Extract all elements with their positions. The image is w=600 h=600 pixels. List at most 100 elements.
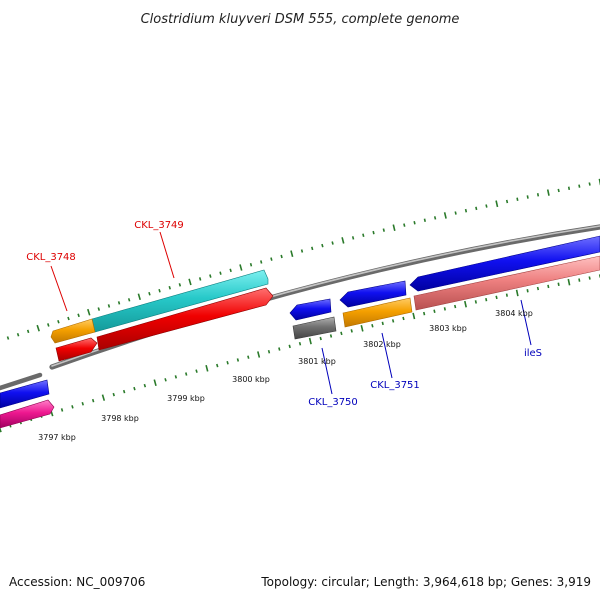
gene-label-ckl-3749[interactable]: CKL_3749: [134, 220, 184, 231]
outer-scale-tick: [516, 197, 519, 201]
gene-label-ckl-3750[interactable]: CKL_3750: [308, 397, 358, 408]
outer-scale-tick: [188, 278, 192, 286]
outer-scale-tick: [372, 230, 375, 235]
outer-scale-tick: [495, 200, 499, 208]
outer-scale-tick: [341, 237, 345, 244]
outer-scale-tick: [127, 298, 131, 302]
inner-scale-tick: [443, 307, 446, 311]
inner-scale-tick: [319, 336, 322, 341]
scale-label: 3801 kbp: [298, 357, 336, 366]
scale-label: 3797 kbp: [38, 433, 76, 442]
inner-scale-tick: [205, 365, 209, 372]
inner-scale-tick: [278, 347, 281, 351]
outer-scale-tick: [351, 236, 355, 240]
inner-scale-tick: [381, 321, 384, 326]
outer-scale-tick: [290, 250, 294, 257]
inner-scale-tick: [236, 358, 240, 362]
inner-scale-tick: [101, 394, 106, 401]
inner-scale-tick: [495, 295, 498, 300]
iles-leader-line: [520, 299, 532, 346]
ckl-3748-leader-line: [50, 265, 68, 312]
outer-scale-tick: [168, 285, 171, 290]
inner-scale-tick: [402, 316, 405, 321]
gene-ckl-3750-blue-arrow[interactable]: [289, 298, 332, 321]
gene-ckl-3751-orange-block[interactable]: [342, 297, 413, 328]
outer-scale-tick: [311, 246, 314, 251]
inner-scale-tick: [536, 286, 540, 291]
outer-scale-tick: [485, 204, 488, 208]
inner-scale-ticks: [0, 274, 600, 433]
outer-scale-tick: [219, 271, 222, 275]
inner-scale-tick: [174, 375, 178, 379]
outer-scale-tick: [239, 264, 243, 271]
outer-scale-tick: [578, 184, 581, 188]
inner-scale-tick: [216, 363, 219, 368]
outer-scale-tick: [475, 206, 478, 211]
inner-scale-tick: [267, 350, 271, 354]
accession-text: Accession: NC_009706: [9, 575, 145, 589]
outer-scale-tick: [588, 182, 591, 186]
outer-scale-tick: [546, 189, 550, 196]
inner-scale-tick: [308, 337, 312, 345]
inner-scale-tick: [391, 319, 395, 323]
outer-scale-tick: [505, 199, 509, 204]
gene-red-arrow-long[interactable]: [96, 287, 274, 351]
outer-scale-tick: [249, 263, 253, 267]
inner-scale-tick: [423, 311, 426, 316]
inner-scale-tick: [133, 386, 136, 391]
inner-scale-tick: [547, 284, 550, 289]
inner-scale-tick: [371, 324, 374, 328]
outer-scale-tick: [16, 332, 20, 337]
gene-ckl-3748-orange-arrow[interactable]: [50, 318, 96, 344]
scale-label: 3798 kbp: [101, 414, 139, 423]
gene-label-ckl-3751[interactable]: CKL_3751: [370, 380, 420, 391]
inner-scale-tick: [433, 309, 436, 313]
gene-pink-block[interactable]: [413, 255, 600, 311]
gene-red-arrow-short[interactable]: [55, 337, 98, 362]
gene-magenta-arrow-left[interactable]: [0, 399, 55, 429]
gene-label-iles[interactable]: ileS: [524, 348, 542, 359]
inner-scale-tick: [505, 293, 508, 297]
scale-label: 3804 kbp: [495, 309, 533, 318]
inner-scale-tick: [464, 300, 467, 308]
inner-scale-tick: [226, 361, 229, 365]
map-title: Clostridium kluyveri DSM 555, complete g…: [141, 12, 460, 27]
inner-scale-tick: [60, 408, 64, 412]
inner-scale-tick: [247, 355, 250, 359]
genome-backbone-left: [0, 372, 43, 391]
outer-scale-tick: [77, 313, 80, 318]
outer-scale-tick: [158, 288, 161, 293]
outer-scale-tick: [57, 319, 60, 324]
inner-scale-tick: [81, 401, 84, 406]
gene-ckl-3751-blue-arrow[interactable]: [339, 280, 407, 308]
outer-scale-tick: [321, 243, 324, 248]
inner-scale-tick: [567, 278, 571, 286]
inner-scale-tick: [526, 289, 529, 293]
gene-iles-blue-arrow[interactable]: [409, 235, 600, 292]
inner-scale-tick: [340, 331, 343, 336]
inner-scale-tick: [122, 389, 126, 394]
outer-scale-tick: [178, 283, 182, 287]
gene-label-ckl-3748[interactable]: CKL_3748: [26, 252, 76, 263]
outer-scale-tick: [362, 233, 365, 237]
outer-scale-tick: [26, 329, 30, 334]
gene-ckl-3750-gray-block[interactable]: [292, 316, 337, 340]
inner-scale-tick: [485, 297, 488, 302]
outer-scale-tick: [423, 218, 426, 222]
outer-scale-tick: [331, 241, 334, 245]
genome-summary-text: Topology: circular; Length: 3,964,618 bp…: [260, 575, 591, 589]
inner-scale-tick: [153, 379, 157, 387]
ckl-3749-leader-line: [159, 231, 175, 279]
ckl-3750-leader-line: [321, 347, 333, 395]
scale-label: 3800 kbp: [232, 375, 270, 384]
inner-scale-tick: [557, 282, 560, 287]
gene-blue-block-left[interactable]: [0, 379, 50, 409]
outer-scale-tick: [107, 304, 111, 308]
inner-scale-tick: [515, 289, 519, 297]
outer-scale-tick: [536, 193, 540, 197]
outer-scale-tick: [413, 221, 416, 225]
outer-scale-tick: [260, 260, 263, 264]
inner-scale-tick: [474, 300, 477, 304]
outer-scale-tick: [229, 268, 232, 273]
inner-scale-tick: [454, 304, 457, 309]
